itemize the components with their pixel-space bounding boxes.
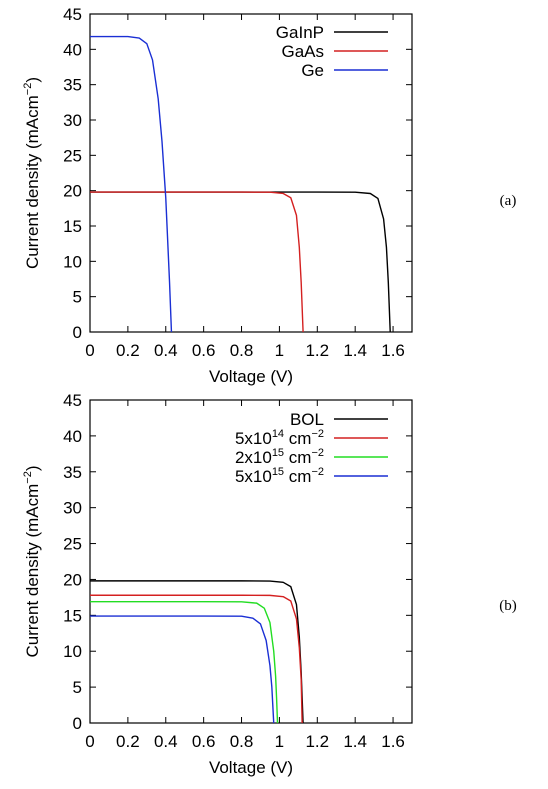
x-tick-label: 0.2 bbox=[116, 732, 140, 751]
y-tick-label: 5 bbox=[73, 678, 82, 697]
x-tick-label: 1 bbox=[275, 732, 284, 751]
legend-label-base: 2x10 bbox=[235, 448, 272, 467]
y-axis-label-close: ) bbox=[23, 465, 42, 471]
x-tick-label: 0.6 bbox=[192, 341, 216, 360]
x-tick-label: 0 bbox=[85, 341, 94, 360]
y-tick-label: 45 bbox=[63, 391, 82, 410]
legend-label: BOL bbox=[290, 410, 324, 429]
y-axis-label-exponent: −2 bbox=[22, 471, 34, 484]
legend-label-base: 5x10 bbox=[235, 429, 272, 448]
series-line-bol-0 bbox=[90, 580, 304, 723]
y-tick-label: 10 bbox=[63, 642, 82, 661]
y-tick-label: 25 bbox=[63, 146, 82, 165]
x-tick-label: 1.2 bbox=[305, 341, 329, 360]
legend-label: 5x1014 cm−2 bbox=[235, 428, 324, 448]
y-tick-label: 30 bbox=[63, 499, 82, 518]
y-tick-label: 45 bbox=[63, 5, 82, 24]
y-axis-label-close: ) bbox=[23, 77, 42, 83]
y-tick-label: 30 bbox=[63, 111, 82, 130]
x-tick-label: 1.2 bbox=[305, 732, 329, 751]
x-tick-label: 1.6 bbox=[381, 732, 405, 751]
y-tick-label: 20 bbox=[63, 570, 82, 589]
legend-label-unit: cm bbox=[284, 429, 311, 448]
y-tick-label: 10 bbox=[63, 252, 82, 271]
chart-panel-a: 0 5 10 15 20 25 30 35 40 45 0 0.2 0.4 0.6 0.8 1 1.2 1.4 1.… bbox=[22, 5, 516, 386]
legend-label: 2x1015 cm−2 bbox=[235, 447, 324, 467]
y-axis-label: Current density (mAcm−2) bbox=[22, 465, 42, 657]
x-tick-label: 0.4 bbox=[154, 341, 178, 360]
legend-label-base: 5x10 bbox=[235, 467, 272, 486]
legend-label-unit-exponent: −2 bbox=[311, 447, 324, 459]
x-tick-label: 0.8 bbox=[230, 341, 254, 360]
y-tick-label: 0 bbox=[73, 714, 82, 733]
y-tick-label: 25 bbox=[63, 535, 82, 554]
y-tick-label: 35 bbox=[63, 463, 82, 482]
series-line-2x10-2 bbox=[90, 601, 279, 723]
panel-label: (b) bbox=[499, 598, 517, 614]
series-line-gainp-0 bbox=[90, 191, 391, 332]
chart-panel-b: 0 5 10 15 20 25 30 35 40 45 0 0.2 0.4 0.6 0.8 1 1.2 1.4 1.… bbox=[22, 391, 517, 777]
x-tick-label: 0.4 bbox=[154, 732, 178, 751]
plot-frame bbox=[89, 399, 413, 724]
y-tick-label: 35 bbox=[63, 76, 82, 95]
y-tick-label: 5 bbox=[73, 288, 82, 307]
legend-label: 5x1015 cm−2 bbox=[235, 466, 324, 486]
x-axis-label: Voltage (V) bbox=[209, 367, 293, 386]
x-axis-label: Voltage (V) bbox=[209, 758, 293, 777]
x-tick-label: 1.4 bbox=[343, 341, 367, 360]
legend-label-exponent: 15 bbox=[272, 466, 284, 478]
legend-label-exponent: 15 bbox=[272, 447, 284, 459]
y-tick-label: 15 bbox=[63, 217, 82, 236]
x-tick-label: 0.8 bbox=[230, 732, 254, 751]
y-axis-label: Current density (mAcm−2) bbox=[22, 77, 42, 269]
y-tick-label: 40 bbox=[63, 40, 82, 59]
series-line-gaas-1 bbox=[90, 191, 304, 332]
series-line-5x10-3 bbox=[90, 615, 275, 723]
y-axis-label-exponent: −2 bbox=[22, 83, 34, 96]
legend-label-unit-exponent: −2 bbox=[311, 428, 324, 440]
series-line-ge-2 bbox=[90, 35, 173, 332]
y-tick-label: 15 bbox=[63, 606, 82, 625]
y-tick-label: 20 bbox=[63, 182, 82, 201]
x-tick-label: 0.2 bbox=[116, 341, 140, 360]
legend-label-unit: cm bbox=[284, 448, 311, 467]
y-axis-label-text: Current density (mAcm bbox=[23, 95, 42, 269]
x-tick-label: 1 bbox=[275, 341, 284, 360]
plot-frame bbox=[89, 13, 413, 333]
y-tick-label: 0 bbox=[73, 323, 82, 342]
x-tick-label: 0 bbox=[85, 732, 94, 751]
x-tick-label: 1.6 bbox=[381, 341, 405, 360]
legend-label: Ge bbox=[301, 61, 324, 80]
legend-label-unit-exponent: −2 bbox=[311, 466, 324, 478]
y-axis-label-text: Current density (mAcm bbox=[23, 484, 42, 658]
series-line-5x10-1 bbox=[90, 594, 303, 723]
legend-label: GaInP bbox=[276, 23, 324, 42]
y-tick-label: 40 bbox=[63, 427, 82, 446]
legend-label: GaAs bbox=[281, 42, 324, 61]
panel-label: (a) bbox=[500, 193, 517, 209]
x-tick-label: 1.4 bbox=[343, 732, 367, 751]
legend-label-unit: cm bbox=[284, 467, 311, 486]
legend-label-exponent: 14 bbox=[272, 428, 284, 440]
x-tick-label: 0.6 bbox=[192, 732, 216, 751]
